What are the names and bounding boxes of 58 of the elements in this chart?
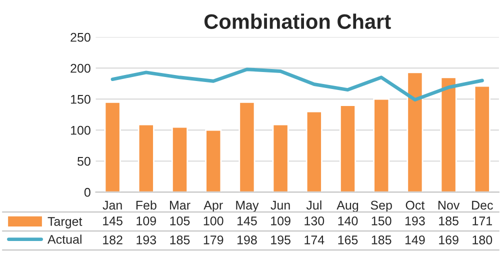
data-label: 174 [304, 236, 324, 244]
x-tick-label: Feb [136, 200, 156, 210]
x-tick-label: Jul [306, 200, 322, 210]
data-label: 193 [136, 236, 156, 244]
y-tick-label: 200 [70, 64, 90, 73]
data-label: 195 [271, 236, 290, 244]
line-series [110, 68, 484, 102]
x-tick-label: Apr [204, 200, 223, 212]
y-tick-label: 250 [70, 32, 90, 42]
legend-label: Target [48, 217, 82, 228]
data-label: 171 [472, 216, 492, 226]
x-tick-label: Jun [270, 200, 290, 210]
bar [172, 126, 188, 192]
data-label: 145 [237, 216, 257, 226]
data-label: 109 [136, 216, 156, 226]
data-label: 185 [372, 236, 392, 244]
bar [138, 124, 154, 192]
bar [238, 102, 256, 192]
data-label: 193 [405, 216, 425, 226]
x-tick-label: Mar [170, 200, 190, 210]
data-label: 169 [439, 236, 458, 244]
data-label: 130 [304, 216, 324, 226]
bar [440, 76, 457, 192]
data-label: 165 [338, 236, 358, 244]
x-tick-label: Jan [102, 200, 122, 210]
chart-title: Combination Chart [204, 14, 391, 29]
bar [474, 85, 490, 192]
x-tick-label: Sep [370, 200, 392, 212]
x-tick-label: Aug [336, 200, 358, 212]
x-tick-label: Dec [472, 200, 493, 210]
bar [104, 102, 121, 192]
data-label: 105 [170, 216, 190, 226]
bar [205, 129, 222, 192]
legend-label: Actual [48, 234, 82, 244]
data-label: 140 [338, 216, 358, 226]
data-label: 149 [405, 236, 425, 244]
data-label: 109 [271, 216, 290, 226]
data-label: 198 [237, 236, 257, 244]
bar [406, 72, 424, 192]
y-tick-label: 0 [84, 188, 90, 197]
data-label: 180 [472, 236, 492, 244]
y-tick-label: 50 [77, 156, 90, 166]
bar [272, 124, 289, 192]
data-label: 145 [103, 216, 122, 226]
data-label: 150 [372, 216, 392, 226]
data-label: 100 [204, 216, 224, 226]
data-label: 182 [103, 236, 122, 244]
data-label: 185 [439, 216, 458, 226]
x-tick-label: Oct [406, 200, 425, 210]
data-label: 179 [204, 236, 224, 244]
x-tick-label: May [236, 200, 259, 212]
bar [373, 98, 390, 192]
y-tick-label: 100 [71, 126, 90, 135]
y-tick-label: 150 [71, 94, 90, 104]
bar [306, 110, 322, 192]
bar [340, 104, 356, 192]
data-label: 185 [170, 236, 190, 244]
x-tick-label: Nov [438, 200, 460, 210]
